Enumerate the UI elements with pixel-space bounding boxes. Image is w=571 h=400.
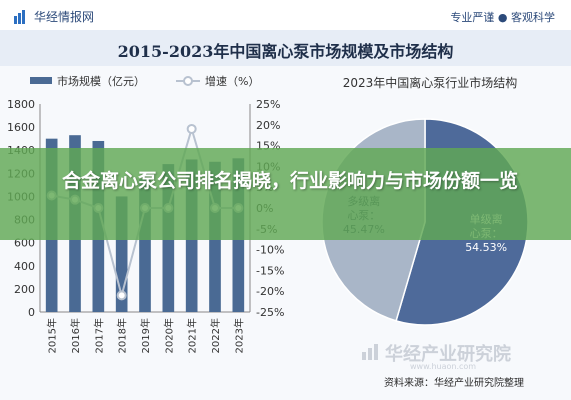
source-note: 资料来源：华经产业研究院整理 — [384, 378, 524, 389]
y-right-tick-label: 20% — [256, 119, 280, 132]
x-tick-label: 2022年 — [209, 318, 222, 353]
x-tick-label: 2019年 — [139, 318, 152, 353]
watermark-url: www.huaon.com — [410, 362, 477, 371]
legend-label-growth: 增速（%） — [205, 74, 259, 88]
y-left-tick-label: 0 — [28, 306, 35, 319]
bar — [115, 196, 128, 312]
x-tick-label: 2017年 — [92, 318, 105, 353]
y-left-tick-label: 1600 — [7, 121, 35, 134]
y-left-tick-label: 1800 — [7, 98, 35, 111]
x-tick-label: 2015年 — [46, 318, 59, 353]
title-band — [0, 30, 571, 66]
main-title: 2015-2023年中国离心泵市场规模及市场结构 — [117, 42, 454, 61]
watermark-icon — [362, 344, 378, 360]
y-right-tick-label: -10% — [256, 244, 284, 257]
legend-label-market-size: 市场规模（亿元） — [57, 74, 145, 88]
x-axis-labels: 2015年 2016年 2017年 2018年 2019年 2020年 2021年 2022年… — [46, 318, 246, 353]
tagline: 专业严谨 ● 客观科学 — [450, 11, 555, 24]
x-tick-label: 2023年 — [232, 318, 245, 353]
y-right-tick-label: -20% — [256, 285, 284, 298]
x-tick-label: 2021年 — [186, 318, 199, 353]
bar-chart-legend: 市场规模（亿元） 增速（%） — [30, 74, 259, 88]
y-left-tick-label: 200 — [14, 283, 35, 296]
legend-swatch-market-size — [30, 77, 52, 84]
header: 华经情报网 专业严谨 ● 客观科学 — [0, 0, 571, 30]
bar — [139, 179, 151, 312]
y-left-tick-label: 400 — [14, 260, 35, 273]
growth-point — [116, 290, 127, 301]
x-tick-label: 2018年 — [116, 318, 129, 353]
x-tick-label: 2016年 — [69, 318, 82, 353]
logo-text: 华经情报网 — [34, 10, 95, 24]
logo: 华经情报网 — [14, 8, 94, 25]
headline-overlay — [0, 148, 571, 240]
growth-point — [186, 123, 197, 134]
pie-title: 2023年中国离心泵行业市场结构 — [343, 75, 518, 90]
headline-text: 合金离心泵公司排名揭晓，行业影响力与市场份额一览 — [61, 170, 518, 192]
x-tick-label: 2020年 — [162, 318, 175, 353]
watermark-text: 华经产业研究院 — [385, 344, 511, 365]
y-right-tick-label: -15% — [256, 264, 284, 277]
y-right-tick-label: 25% — [256, 98, 280, 111]
y-right-tick-label: -25% — [256, 306, 284, 319]
legend-marker-growth — [183, 76, 193, 86]
logo-icon — [14, 9, 25, 24]
pie-value-label: 54.53% — [465, 241, 507, 254]
